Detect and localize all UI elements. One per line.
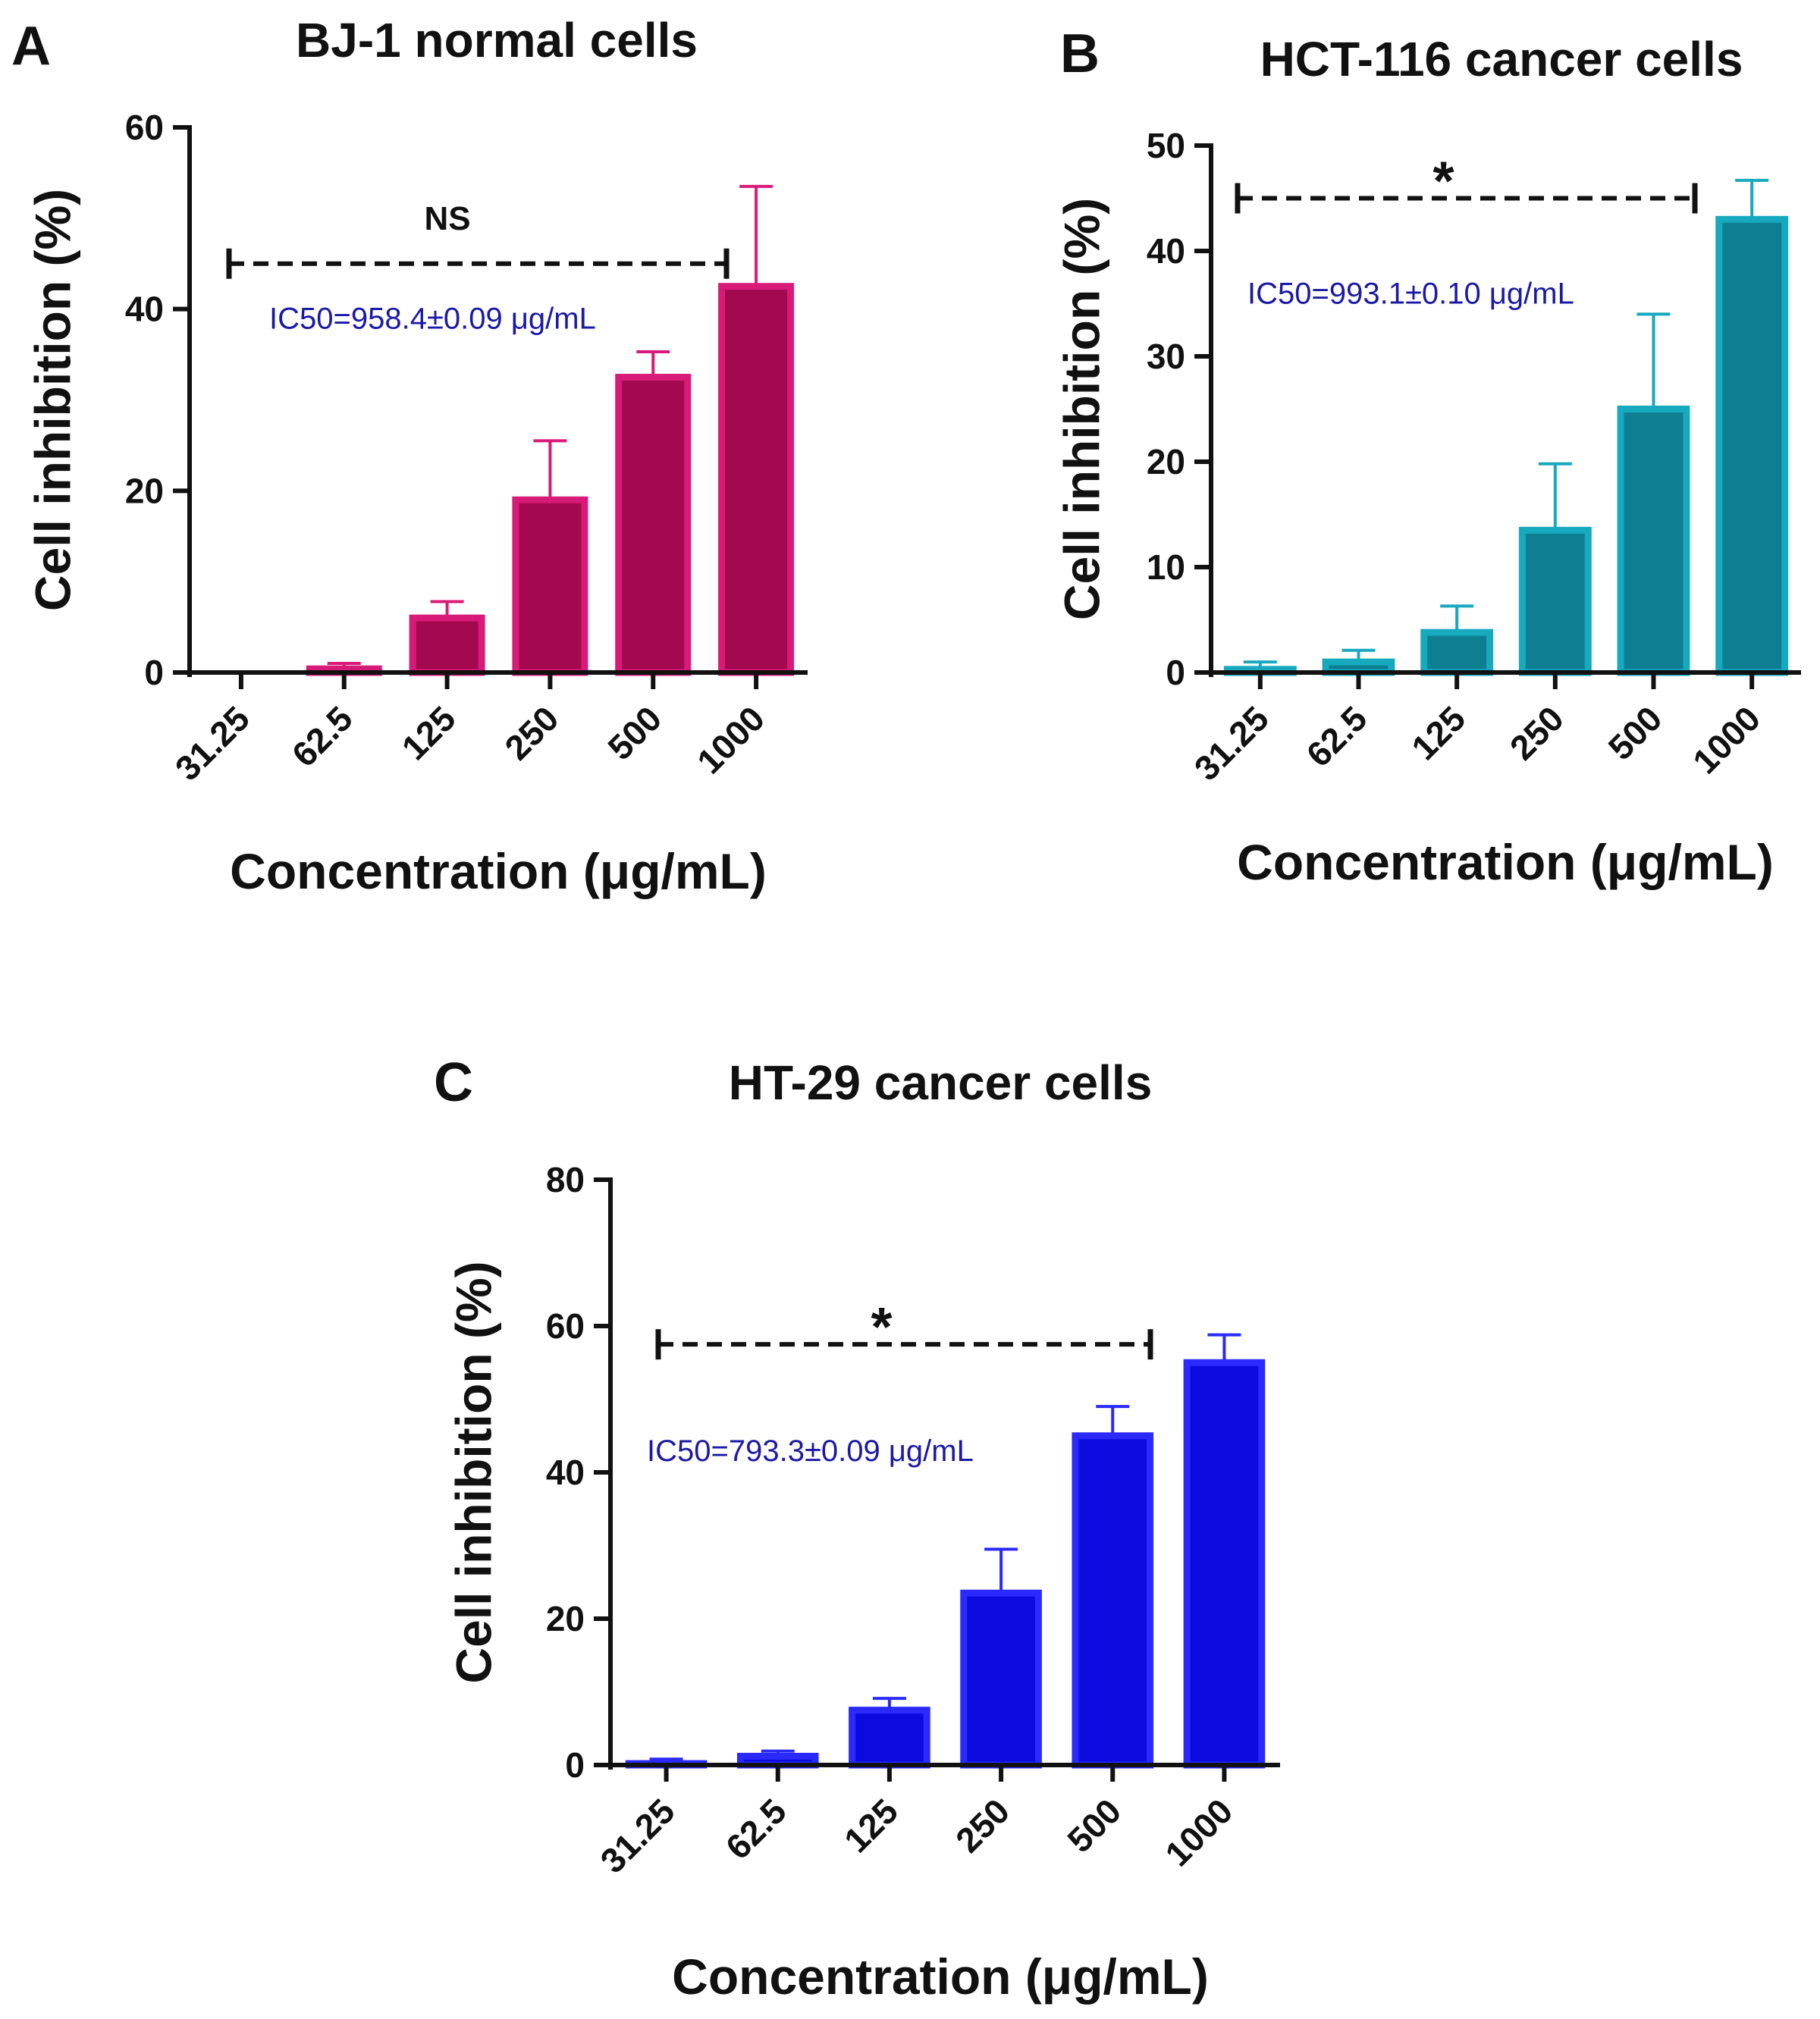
panel-a-y-tick-label-20: 20 [125,471,164,510]
panel-c-title: HT-29 cancer cells [729,1055,1153,1110]
panel-b-bar-1000 [1715,215,1789,676]
panel-b-y-tick-label-40: 40 [1147,231,1185,271]
panel-b-x-tick-label-1000: 1000 [1685,698,1768,781]
panel-c-significance-label: * [871,1297,892,1358]
panel-c-x-tick-label-250: 250 [948,1791,1017,1860]
panel-a-letter: A [11,16,51,77]
panel-a-x-tick-label-62.5: 62.5 [284,698,360,774]
panel-b-y-tick-label-10: 10 [1147,547,1185,587]
panel-b-x-axis-label: Concentration (μg/mL) [1237,834,1774,890]
panel-c-y-tick-label-80: 80 [546,1160,585,1199]
panel-a-bar-125 [409,614,485,676]
panel-a-significance-label: NS [424,200,470,237]
panel-a-y-tick-label-60: 60 [125,108,164,147]
panel-c-y-tick-label-20: 20 [546,1599,585,1638]
panel-a-title: BJ-1 normal cells [296,13,698,67]
panel-a-y-tick-label-0: 0 [144,653,164,692]
panel-c-letter: C [434,1052,473,1113]
panel-c-x-tick-label-31.25: 31.25 [592,1791,682,1880]
panel-c-x-axis-label: Concentration (μg/mL) [672,1948,1209,2005]
panel-b-bar-125 [1420,629,1494,676]
panel-c-bar-250 [960,1589,1042,1769]
panel-b-significance-label: * [1432,152,1454,212]
panel-c-bar-125 [849,1707,930,1769]
panel-b-title: HCT-116 cancer cells [1260,32,1743,86]
panel-c-y-tick-label-0: 0 [565,1745,585,1785]
panel-a-bar-250 [512,496,588,676]
panel-c-x-tick-label-500: 500 [1059,1791,1128,1860]
panel-b-x-tick-label-250: 250 [1502,698,1571,767]
panel-a-y-tick-label-40: 40 [125,290,164,329]
panel-c-x-tick-label-1000: 1000 [1157,1791,1240,1873]
panel-c-x-tick-label-125: 125 [836,1791,905,1860]
panel-b-x-tick-label-125: 125 [1404,698,1473,767]
panel-b-y-tick-label-30: 30 [1147,337,1185,376]
panel-b-y-tick-label-0: 0 [1166,653,1185,692]
panel-b-x-tick-label-500: 500 [1601,698,1670,767]
panel-b-bar-500 [1617,406,1690,676]
panel-c-y-tick-label-40: 40 [546,1453,585,1492]
panel-b-ic50-label: IC50=993.1±0.10 μg/mL [1247,277,1574,311]
panel-a-x-tick-label-1000: 1000 [689,698,772,781]
panel-a-x-tick-label-500: 500 [600,698,669,767]
panel-c-bar-1000 [1183,1359,1266,1769]
panel-a-x-tick-label-31.25: 31.25 [168,698,257,788]
panel-a-ic50-label: IC50=958.4±0.09 μg/mL [269,303,596,336]
panel-a-x-axis-label: Concentration (μg/mL) [230,843,767,899]
panel-b-x-tick-label-31.25: 31.25 [1187,698,1276,788]
panel-b-letter: B [1060,24,1100,84]
panel-c-y-axis-label: Cell inhibition (%) [445,1261,501,1683]
panel-b-y-axis-label: Cell inhibition (%) [1053,198,1109,620]
panel-a-x-tick-label-125: 125 [394,698,463,767]
panel-b-x-tick-label-62.5: 62.5 [1298,698,1374,774]
panel-c-y-tick-label-60: 60 [546,1306,585,1346]
panel-b-y-tick-label-20: 20 [1147,442,1185,481]
panel-c-ic50-label: IC50=793.3±0.09 μg/mL [647,1434,974,1468]
panel-b-y-tick-label-50: 50 [1147,126,1185,165]
panel-c-x-tick-label-62.5: 62.5 [718,1791,794,1867]
panel-a-y-axis-label: Cell inhibition (%) [24,189,80,611]
panel-c-bar-500 [1072,1432,1154,1769]
panel-b-bar-250 [1518,526,1592,676]
panel-a-bar-500 [615,374,692,676]
panel-a-x-tick-label-250: 250 [497,698,566,767]
panel-a-bar-1000 [718,283,795,676]
